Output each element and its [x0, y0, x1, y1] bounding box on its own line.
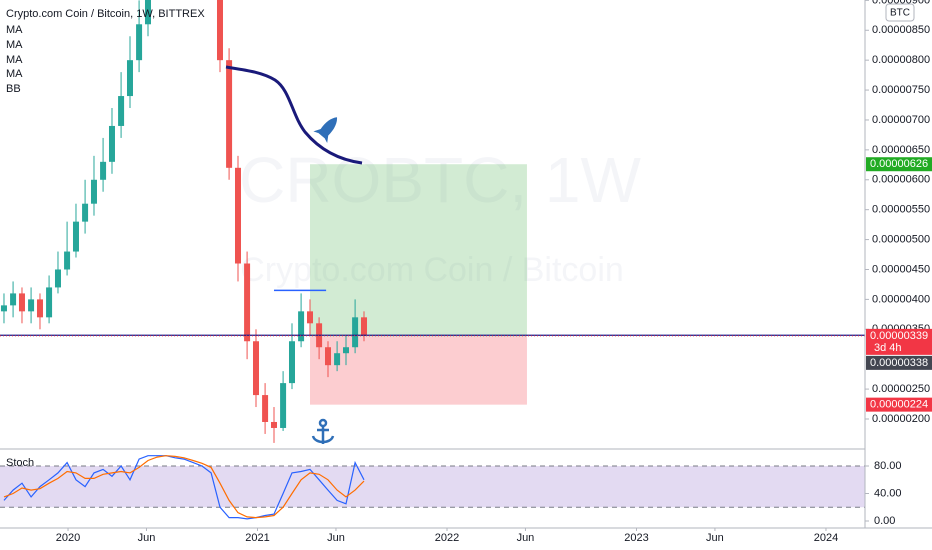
- indicator-label: MA: [6, 68, 23, 80]
- watermark-symbol: CROBTC, 1W: [239, 144, 641, 216]
- candle-body: [82, 203, 89, 222]
- candle-body: [280, 383, 287, 428]
- candle-body: [126, 60, 133, 97]
- candle-body: [343, 347, 349, 354]
- candle-body: [36, 299, 43, 318]
- candle-body: [270, 421, 277, 428]
- candle-body: [18, 293, 25, 312]
- price-badge-label: 0.00000224: [870, 399, 928, 411]
- stoch-band: [0, 466, 865, 508]
- candle-body: [144, 0, 151, 25]
- price-badge-label: 0.00000626: [870, 158, 928, 170]
- y-tick-label: 0.00000650: [872, 144, 930, 156]
- price-badge: [866, 355, 932, 370]
- x-tick-label: Jun: [327, 532, 345, 544]
- price-pane: [0, 0, 865, 443]
- indicator-label: MA: [6, 54, 23, 66]
- x-tick-label: 2024: [814, 532, 838, 544]
- axes: 2020 Jun 2021 Jun 2022 Jun 2023 Jun 2024 0.000009…: [56, 0, 932, 544]
- countdown-label: 3d 4h: [874, 342, 902, 354]
- loss-zone: [309, 336, 527, 405]
- y-tick-label: 0.00000700: [872, 114, 930, 126]
- candle-body: [244, 263, 251, 342]
- brush-drawing: [225, 65, 363, 165]
- x-tick-label: 2021: [245, 532, 269, 544]
- watermark-name: Crypto.com Coin / Bitcoin: [240, 251, 624, 289]
- currency-label: BTC: [890, 8, 910, 19]
- x-tick-label: 2020: [56, 532, 80, 544]
- chart-title: Crypto.com Coin / Bitcoin, 1W, BITTREX: [6, 8, 205, 20]
- y-tick-label: 40.00: [874, 487, 902, 499]
- candle-body: [361, 317, 368, 336]
- indicator-label: MA: [6, 24, 23, 36]
- indicator-label: MA: [6, 39, 23, 51]
- stoch-title: Stoch: [6, 457, 34, 469]
- stoch-line: [3, 455, 365, 520]
- candle-body: [0, 305, 7, 312]
- y-tick-label: 0.00000850: [872, 24, 930, 36]
- x-tick-label: 2022: [435, 532, 459, 544]
- candle-body: [100, 161, 107, 180]
- candle-body: [234, 167, 241, 264]
- candle-body: [306, 311, 313, 324]
- candle-body: [108, 125, 115, 162]
- x-tick-label: 2023: [624, 532, 648, 544]
- price-badge: [866, 157, 932, 172]
- candle-body: [352, 317, 359, 348]
- candle-body: [64, 251, 71, 270]
- candle-body: [136, 24, 143, 61]
- price-badge-label: 0.00000339: [870, 330, 928, 342]
- candle-body: [216, 0, 223, 61]
- price-badge: [866, 397, 932, 412]
- y-tick-label: 0.00000750: [872, 84, 930, 96]
- candle-body: [90, 179, 97, 204]
- profit-zone: [309, 164, 527, 337]
- indicator-label: BB: [6, 83, 21, 95]
- price-badge: [866, 328, 932, 355]
- y-tick-label: 0.00000250: [872, 383, 930, 395]
- candle-body: [324, 347, 331, 366]
- candle-body: [262, 395, 269, 422]
- y-tick-label: 0.00000550: [872, 204, 930, 216]
- x-tick-label: Jun: [138, 532, 156, 544]
- candle-body: [54, 269, 61, 288]
- y-tick-label: 0.00000200: [872, 413, 930, 425]
- y-tick-label: 0.00000500: [872, 233, 930, 245]
- x-tick-label: Jun: [517, 532, 535, 544]
- stoch-pane: [0, 455, 865, 520]
- price-badge-label: 0.00000338: [870, 357, 928, 369]
- candle-body: [28, 299, 35, 312]
- candle-body: [252, 341, 259, 396]
- stoch-line: [3, 455, 365, 519]
- candle-body: [298, 311, 305, 342]
- y-tick-label: 0.00: [874, 515, 895, 527]
- candle-body: [334, 353, 341, 366]
- x-tick-label: Jun: [706, 532, 724, 544]
- candle-body: [46, 287, 53, 318]
- candle-body: [226, 60, 233, 168]
- anchor-icon: [311, 418, 335, 444]
- currency-box[interactable]: [885, 3, 915, 22]
- y-tick-label: 0.00000800: [872, 54, 930, 66]
- y-tick-label: 0.00000600: [872, 174, 930, 186]
- y-tick-label: 80.00: [874, 460, 902, 472]
- y-tick-label: 0.00000900: [872, 0, 930, 6]
- candle-body: [288, 341, 295, 384]
- y-tick-label: 0.00000450: [872, 263, 930, 275]
- candle-body: [10, 293, 17, 306]
- y-tick-label: 0.00000400: [872, 293, 930, 305]
- candle-body: [118, 96, 125, 126]
- rocket-icon: [313, 117, 338, 143]
- candle-body: [72, 221, 79, 252]
